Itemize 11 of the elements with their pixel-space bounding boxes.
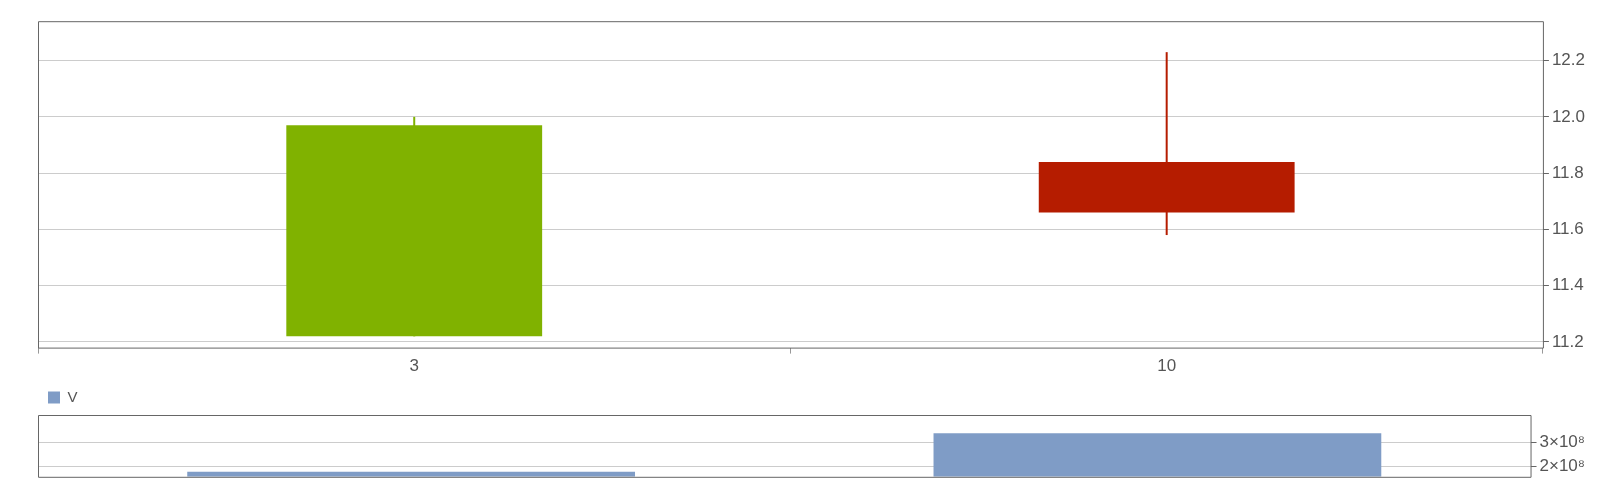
y-tick-label: 11.2 [1551,331,1584,351]
legend-label: V [67,387,78,405]
y-tick-label: 2×10⁸ [1539,455,1586,475]
x-tick-label: 3 [409,356,419,376]
y-tick-label: 12.0 [1551,106,1586,126]
y-tick-label: 12.2 [1551,50,1586,70]
x-tick-label: 10 [1157,356,1177,376]
y-tick-label: 11.6 [1551,219,1584,239]
y-tick-label: 11.8 [1551,162,1584,182]
y-tick-label: 3×10⁸ [1539,432,1586,452]
y-tick-label: 11.4 [1551,275,1584,295]
